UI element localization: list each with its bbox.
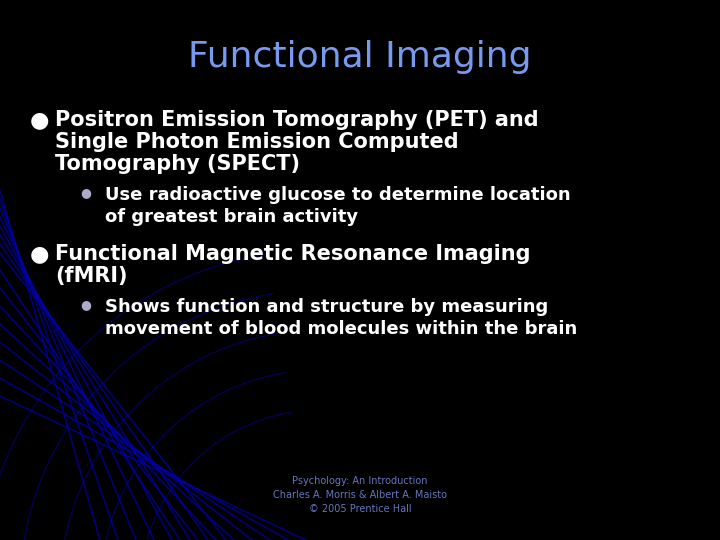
Text: Shows function and structure by measuring: Shows function and structure by measurin… (105, 298, 548, 316)
Text: movement of blood molecules within the brain: movement of blood molecules within the b… (105, 320, 577, 338)
Text: Single Photon Emission Computed: Single Photon Emission Computed (55, 132, 459, 152)
Text: Psychology: An Introduction
Charles A. Morris & Albert A. Maisto
© 2005 Prentice: Psychology: An Introduction Charles A. M… (273, 476, 447, 514)
Text: ●: ● (80, 298, 91, 311)
Text: Tomography (SPECT): Tomography (SPECT) (55, 154, 300, 174)
Text: of greatest brain activity: of greatest brain activity (105, 208, 358, 226)
Text: ●: ● (30, 244, 50, 264)
Text: (fMRI): (fMRI) (55, 266, 127, 286)
Text: Use radioactive glucose to determine location: Use radioactive glucose to determine loc… (105, 186, 571, 204)
Text: Positron Emission Tomography (PET) and: Positron Emission Tomography (PET) and (55, 110, 539, 130)
Text: ●: ● (30, 110, 50, 130)
Text: Functional Imaging: Functional Imaging (188, 40, 532, 74)
Text: Functional Magnetic Resonance Imaging: Functional Magnetic Resonance Imaging (55, 244, 531, 264)
Text: ●: ● (80, 186, 91, 199)
